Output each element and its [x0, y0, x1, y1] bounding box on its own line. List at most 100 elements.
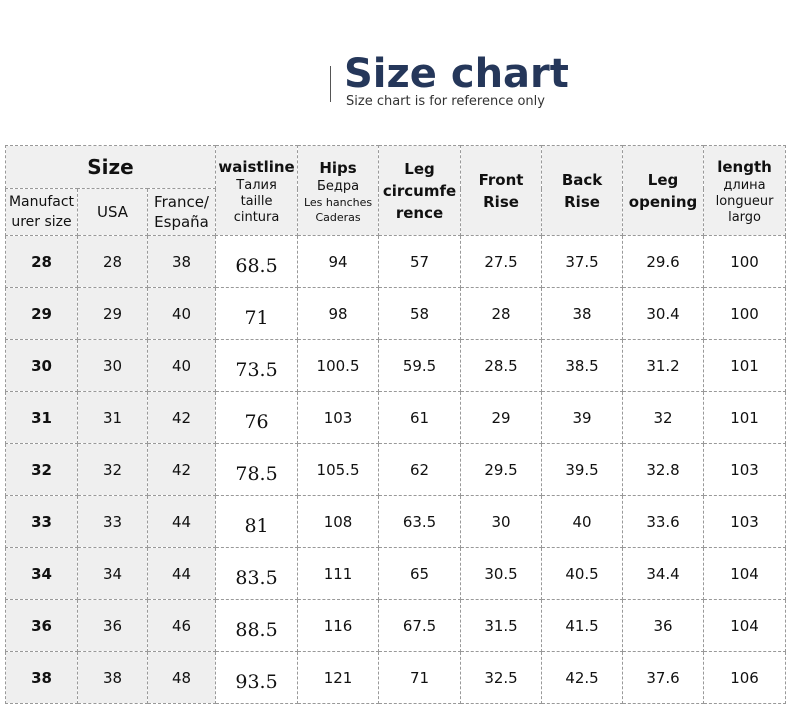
- header-leg-opening: Leg opening: [622, 145, 705, 236]
- cell-waistline: 81: [215, 495, 299, 548]
- cell-waistline: 73.5: [215, 339, 299, 392]
- cell-leg-opening: 33.6: [622, 495, 705, 548]
- cell-manufacturer-size: 34: [5, 547, 78, 600]
- cell-waistline: 76: [215, 391, 299, 444]
- cell-waistline: 68.5: [215, 235, 299, 288]
- cell-leg-circumference: 57: [378, 235, 462, 288]
- length-ru: длина: [723, 177, 766, 193]
- cell-hips: 98: [297, 287, 380, 340]
- size-table: Size waistline Талия taille cintura Hips…: [4, 145, 787, 704]
- cell-leg-circumference: 67.5: [378, 599, 462, 652]
- cell-back-rise: 40.5: [541, 547, 624, 600]
- cell-leg-circumference: 61: [378, 391, 462, 444]
- header-leg-circumference: Leg circumfe rence: [378, 145, 462, 236]
- header-france-espana: France/ España: [146, 188, 217, 236]
- cell-leg-opening: 32: [622, 391, 705, 444]
- cell-usa: 38: [77, 651, 148, 704]
- cell-france-espana: 38: [146, 235, 217, 288]
- cell-length: 103: [703, 443, 787, 496]
- header-hips: Hips Бедра Les hanches Caderas: [297, 145, 380, 236]
- cell-front-rise: 29: [460, 391, 543, 444]
- cell-length: 101: [703, 391, 787, 444]
- cell-france-espana: 42: [146, 443, 217, 496]
- cell-back-rise: 38: [541, 287, 624, 340]
- cell-leg-opening: 37.6: [622, 651, 705, 704]
- cell-france-espana: 48: [146, 651, 217, 704]
- cell-hips: 105.5: [297, 443, 380, 496]
- cell-front-rise: 28: [460, 287, 543, 340]
- cell-leg-circumference: 65: [378, 547, 462, 600]
- length-es: largo: [728, 209, 761, 225]
- cell-leg-opening: 29.6: [622, 235, 705, 288]
- cell-length: 100: [703, 235, 787, 288]
- cell-france-espana: 44: [146, 495, 217, 548]
- cell-hips: 116: [297, 599, 380, 652]
- header-back-rise: Back Rise: [541, 145, 624, 236]
- table-row: 30 30 40 73.5 100.5 59.5 28.5 38.5 31.2 101: [5, 339, 787, 392]
- hips-label: Hips: [319, 158, 357, 177]
- cell-front-rise: 31.5: [460, 599, 543, 652]
- waistline-ru: Талия: [236, 177, 277, 193]
- page-subtitle: Size chart is for reference only: [346, 94, 545, 109]
- cell-back-rise: 39.5: [541, 443, 624, 496]
- cell-front-rise: 30.5: [460, 547, 543, 600]
- header-length: length длина longueur largo: [703, 145, 787, 236]
- cell-front-rise: 27.5: [460, 235, 543, 288]
- cell-leg-opening: 30.4: [622, 287, 705, 340]
- cell-usa: 30: [77, 339, 148, 392]
- cell-hips: 100.5: [297, 339, 380, 392]
- cell-length: 104: [703, 547, 787, 600]
- header-size: Size: [4, 145, 217, 189]
- cell-leg-opening: 32.8: [622, 443, 705, 496]
- cell-manufacturer-size: 32: [5, 443, 78, 496]
- cell-leg-opening: 31.2: [622, 339, 705, 392]
- cell-back-rise: 42.5: [541, 651, 624, 704]
- cell-manufacturer-size: 31: [5, 391, 78, 444]
- cell-length: 101: [703, 339, 787, 392]
- waistline-label: waistline: [218, 157, 295, 176]
- length-fr: longueur: [715, 193, 774, 209]
- cell-length: 100: [703, 287, 787, 340]
- cell-manufacturer-size: 28: [5, 235, 78, 288]
- table-row: 31 31 42 76 103 61 29 39 32 101: [5, 391, 787, 444]
- cell-france-espana: 40: [146, 287, 217, 340]
- cell-back-rise: 41.5: [541, 599, 624, 652]
- cell-france-espana: 44: [146, 547, 217, 600]
- cell-usa: 33: [77, 495, 148, 548]
- cell-hips: 111: [297, 547, 380, 600]
- cell-manufacturer-size: 38: [5, 651, 78, 704]
- table-row: 36 36 46 88.5 116 67.5 31.5 41.5 36 104: [5, 599, 787, 652]
- cell-length: 104: [703, 599, 787, 652]
- cell-manufacturer-size: 29: [5, 287, 78, 340]
- cell-waistline: 78.5: [215, 443, 299, 496]
- cell-france-espana: 46: [146, 599, 217, 652]
- cell-leg-circumference: 71: [378, 651, 462, 704]
- cell-hips: 103: [297, 391, 380, 444]
- cell-leg-circumference: 62: [378, 443, 462, 496]
- cell-back-rise: 38.5: [541, 339, 624, 392]
- cell-back-rise: 37.5: [541, 235, 624, 288]
- cell-france-espana: 42: [146, 391, 217, 444]
- table-row: 32 32 42 78.5 105.5 62 29.5 39.5 32.8 103: [5, 443, 787, 496]
- cell-leg-circumference: 63.5: [378, 495, 462, 548]
- cell-manufacturer-size: 36: [5, 599, 78, 652]
- length-label: length: [717, 157, 772, 176]
- table-row: 28 28 38 68.5 94 57 27.5 37.5 29.6 100: [5, 235, 787, 288]
- header-usa: USA: [77, 188, 148, 236]
- cell-waistline: 83.5: [215, 547, 299, 600]
- cell-france-espana: 40: [146, 339, 217, 392]
- cell-leg-circumference: 58: [378, 287, 462, 340]
- cell-usa: 31: [77, 391, 148, 444]
- cell-front-rise: 30: [460, 495, 543, 548]
- cell-usa: 34: [77, 547, 148, 600]
- cell-usa: 36: [77, 599, 148, 652]
- cell-usa: 29: [77, 287, 148, 340]
- cell-usa: 28: [77, 235, 148, 288]
- cell-front-rise: 32.5: [460, 651, 543, 704]
- hips-ru: Бедра: [316, 178, 360, 194]
- cell-back-rise: 40: [541, 495, 624, 548]
- table-row: 34 34 44 83.5 111 65 30.5 40.5 34.4 104: [5, 547, 787, 600]
- cell-leg-circumference: 59.5: [378, 339, 462, 392]
- header-waistline: waistline Талия taille cintura: [215, 145, 299, 236]
- hips-fr: Les hanches: [303, 195, 373, 209]
